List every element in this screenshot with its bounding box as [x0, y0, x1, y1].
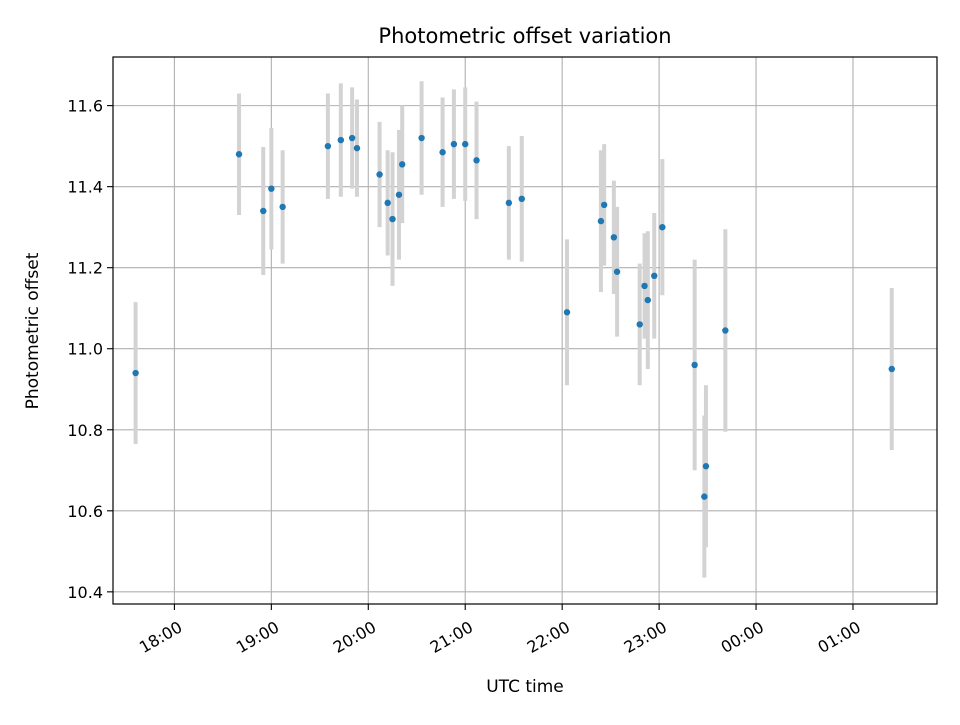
y-tick-label: 11.6 [67, 97, 103, 116]
data-point [132, 369, 139, 377]
data-point [600, 201, 608, 209]
chart-title: Photometric offset variation [378, 24, 671, 48]
y-tick-label: 11.4 [67, 178, 103, 197]
y-tick-label: 10.8 [67, 421, 103, 440]
grid [113, 57, 937, 604]
data-point [395, 191, 403, 198]
data-point [268, 185, 275, 192]
y-axis-label: Photometric offset [23, 252, 43, 409]
data-point [418, 134, 425, 142]
data-point [597, 217, 605, 225]
data-point [384, 199, 391, 207]
data-point [613, 268, 621, 275]
plot-frame [112, 56, 938, 605]
y-tick-label: 11.0 [67, 340, 103, 359]
y-tick-label: 10.6 [67, 502, 103, 521]
data-point [389, 215, 396, 223]
data-point [641, 282, 648, 290]
data-point [691, 361, 698, 369]
data-point [399, 161, 406, 168]
data-point [439, 149, 446, 156]
data-points [132, 134, 895, 500]
data-point [702, 463, 710, 470]
data-point [659, 223, 666, 231]
data-point [235, 151, 243, 158]
data-point [636, 321, 643, 328]
data-point [722, 327, 729, 334]
data-point [279, 203, 286, 211]
data-point [651, 272, 658, 279]
data-point [462, 140, 469, 148]
data-point [376, 171, 383, 178]
data-point [610, 234, 618, 241]
y-tick-label: 10.4 [67, 583, 103, 602]
data-point [450, 140, 458, 148]
data-point [260, 207, 267, 215]
data-point [518, 195, 525, 203]
data-point [337, 136, 345, 144]
data-point [324, 142, 332, 150]
data-point [353, 144, 361, 152]
data-point [473, 157, 480, 164]
data-point [644, 296, 651, 304]
data-point [563, 309, 571, 316]
data-point [701, 493, 708, 500]
y-tick-label: 11.2 [67, 259, 103, 278]
data-point [348, 134, 356, 142]
data-point [888, 365, 895, 373]
x-axis-label: UTC time [486, 677, 564, 697]
y-axis: 10.4 10.6 10.8 11.0 11.2 11.4 11.6 [67, 97, 113, 602]
data-point [505, 199, 513, 207]
